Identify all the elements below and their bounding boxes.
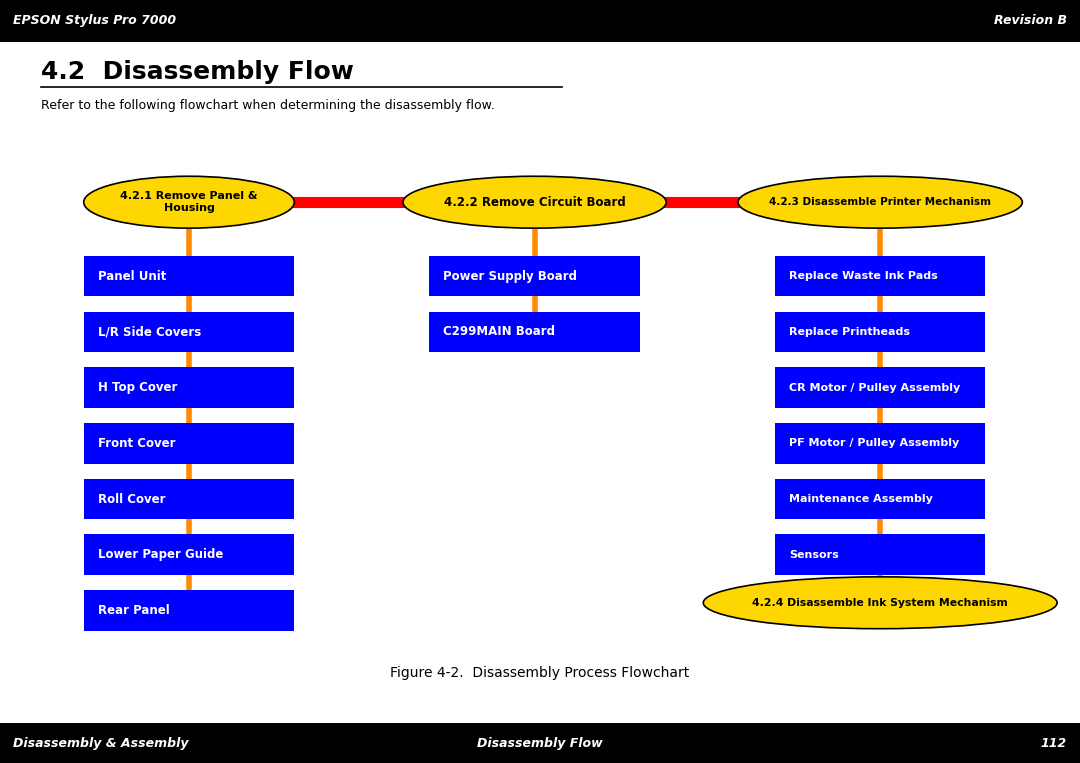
Text: Replace Waste Ink Pads: Replace Waste Ink Pads xyxy=(788,271,937,282)
Ellipse shape xyxy=(703,577,1057,629)
FancyBboxPatch shape xyxy=(83,423,294,464)
Ellipse shape xyxy=(403,176,666,228)
Text: Replace Printheads: Replace Printheads xyxy=(788,327,910,337)
FancyBboxPatch shape xyxy=(774,423,985,464)
Text: EPSON Stylus Pro 7000: EPSON Stylus Pro 7000 xyxy=(13,14,176,27)
Text: Maintenance Assembly: Maintenance Assembly xyxy=(788,494,933,504)
FancyBboxPatch shape xyxy=(774,256,985,297)
Text: 4.2.3 Disassemble Printer Mechanism: 4.2.3 Disassemble Printer Mechanism xyxy=(769,197,991,208)
FancyBboxPatch shape xyxy=(774,535,985,575)
Text: 112: 112 xyxy=(1041,736,1067,750)
Text: Rear Panel: Rear Panel xyxy=(97,604,170,617)
Text: Revision B: Revision B xyxy=(994,14,1067,27)
Text: Panel Unit: Panel Unit xyxy=(97,269,166,283)
Text: Lower Paper Guide: Lower Paper Guide xyxy=(97,548,224,562)
FancyBboxPatch shape xyxy=(83,535,294,575)
Text: 4.2.1 Remove Panel &
Housing: 4.2.1 Remove Panel & Housing xyxy=(120,192,258,213)
Text: CR Motor / Pulley Assembly: CR Motor / Pulley Assembly xyxy=(788,382,960,393)
Text: 4.2.4 Disassemble Ink System Mechanism: 4.2.4 Disassemble Ink System Mechanism xyxy=(753,597,1008,608)
Text: 4.2  Disassembly Flow: 4.2 Disassembly Flow xyxy=(41,60,354,85)
Text: Figure 4-2.  Disassembly Process Flowchart: Figure 4-2. Disassembly Process Flowchar… xyxy=(390,666,690,680)
FancyBboxPatch shape xyxy=(83,479,294,520)
Text: H Top Cover: H Top Cover xyxy=(97,381,177,394)
Text: Disassembly Flow: Disassembly Flow xyxy=(477,736,603,750)
Text: Roll Cover: Roll Cover xyxy=(97,492,165,506)
Text: Refer to the following flowchart when determining the disassembly flow.: Refer to the following flowchart when de… xyxy=(41,98,495,112)
FancyBboxPatch shape xyxy=(0,0,1080,42)
Text: Sensors: Sensors xyxy=(788,549,839,560)
FancyBboxPatch shape xyxy=(429,256,639,297)
Text: Disassembly & Assembly: Disassembly & Assembly xyxy=(13,736,189,750)
FancyBboxPatch shape xyxy=(83,591,294,630)
FancyBboxPatch shape xyxy=(83,311,294,353)
Text: L/R Side Covers: L/R Side Covers xyxy=(97,325,201,339)
Text: Front Cover: Front Cover xyxy=(97,436,175,450)
FancyBboxPatch shape xyxy=(774,368,985,408)
Text: 4.2.2 Remove Circuit Board: 4.2.2 Remove Circuit Board xyxy=(444,195,625,209)
FancyBboxPatch shape xyxy=(429,311,639,353)
FancyBboxPatch shape xyxy=(83,256,294,297)
Text: Power Supply Board: Power Supply Board xyxy=(443,269,578,283)
Text: PF Motor / Pulley Assembly: PF Motor / Pulley Assembly xyxy=(788,438,959,449)
FancyBboxPatch shape xyxy=(83,368,294,408)
FancyBboxPatch shape xyxy=(0,723,1080,763)
FancyBboxPatch shape xyxy=(774,311,985,353)
Ellipse shape xyxy=(738,176,1023,228)
Ellipse shape xyxy=(84,176,294,228)
Text: C299MAIN Board: C299MAIN Board xyxy=(443,325,555,339)
FancyBboxPatch shape xyxy=(774,479,985,520)
